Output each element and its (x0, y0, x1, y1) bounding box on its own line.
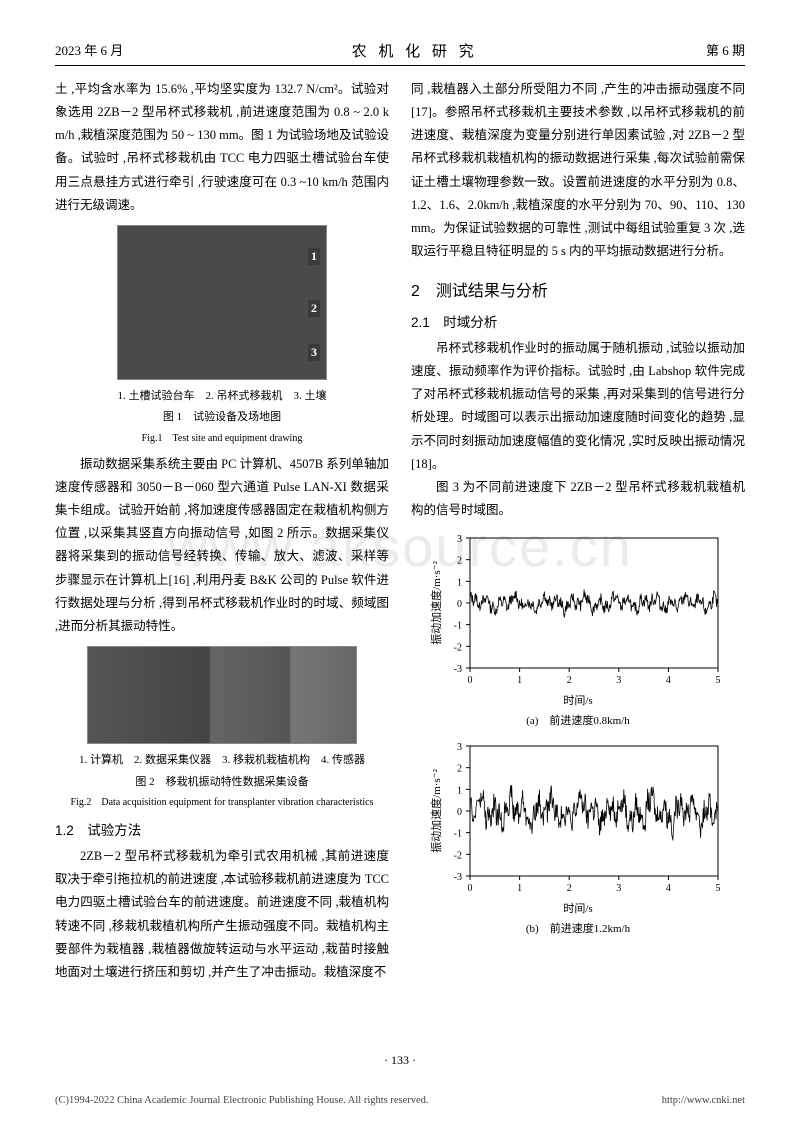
fig1-label-2: 2 (308, 300, 320, 317)
header-issue: 第 6 期 (706, 40, 745, 61)
footer-copyright: (C)1994-2022 China Academic Journal Elec… (55, 1095, 429, 1106)
col2-para3: 图 3 为不同前进速度下 2ZB－2 型吊杯式移栽机栽植机构的信号时域图。 (411, 476, 745, 522)
chart-a-xlabel: 时间/s (411, 692, 745, 708)
section-2-title: 2 测试结果与分析 (411, 277, 745, 301)
svg-text:-3: -3 (454, 872, 462, 883)
svg-text:4: 4 (666, 883, 671, 894)
svg-text:4: 4 (666, 675, 671, 686)
fig1-caption-en: Fig.1 Test site and equipment drawing (55, 431, 389, 447)
col2-para2: 吊杯式移栽机作业时的振动属于随机振动 ,试验以振动加速度、振动频率作为评价指标。… (411, 337, 745, 476)
svg-text:2: 2 (567, 883, 572, 894)
section-1-2-title: 1.2 试验方法 (55, 819, 389, 839)
svg-text:-3: -3 (454, 664, 462, 675)
svg-text:2: 2 (457, 556, 462, 567)
left-column: 土 ,平均含水率为 15.6% ,平均坚实度为 132.7 N/cm²。试验对象… (55, 78, 389, 984)
svg-text:振动加速度/m·s⁻²: 振动加速度/m·s⁻² (429, 768, 443, 852)
svg-text:-1: -1 (454, 829, 462, 840)
fig1-label-1: 1 (308, 248, 320, 265)
svg-text:0: 0 (457, 599, 462, 610)
page-number: · 133 · (384, 1053, 416, 1068)
fig2-caption-en: Fig.2 Data acquisition equipment for tra… (55, 795, 389, 811)
chart-a: -3 -2 -1 0 1 2 3 0 1 2 3 4 5 振动加速度/m·s⁻² (428, 530, 728, 690)
fig2-legend: 1. 计算机 2. 数据采集仪器 3. 移栽机栽植机构 4. 传感器 (55, 752, 389, 770)
col2-para1: 同 ,栽植器入土部分所受阻力不同 ,产生的冲击振动强度不同[17]。参照吊杯式移… (411, 78, 745, 263)
svg-text:3: 3 (457, 742, 462, 753)
chart-b-subtitle: (b) 前进速度1.2km/h (411, 920, 745, 936)
figure-1-image: 1 2 3 (117, 225, 327, 380)
svg-text:2: 2 (457, 764, 462, 775)
chart-a-wrap: -3 -2 -1 0 1 2 3 0 1 2 3 4 5 振动加速度/m·s⁻² 时间/s (a) 前进速… (411, 530, 745, 728)
figure-2: 1. 计算机 2. 数据采集仪器 3. 移栽机栽植机构 4. 传感器 图 2 移… (55, 646, 389, 811)
svg-text:0: 0 (457, 807, 462, 818)
svg-text:1: 1 (517, 675, 522, 686)
svg-text:1: 1 (457, 785, 462, 796)
svg-text:5: 5 (716, 675, 721, 686)
figure-2-image (87, 646, 357, 744)
chart-b-wrap: -3 -2 -1 0 1 2 3 0 1 2 3 4 5 振动加速度/m·s⁻² 时间/s (b) 前进速… (411, 738, 745, 936)
svg-text:3: 3 (616, 675, 621, 686)
footer-url: http://www.cnki.net (662, 1095, 745, 1106)
svg-text:3: 3 (616, 883, 621, 894)
right-column: 同 ,栽植器入土部分所受阻力不同 ,产生的冲击振动强度不同[17]。参照吊杯式移… (411, 78, 745, 984)
fig1-legend: 1. 土槽试验台车 2. 吊杯式移栽机 3. 土壤 (55, 388, 389, 406)
col1-para2: 振动数据采集系统主要由 PC 计算机、4507B 系列单轴加速度传感器和 305… (55, 453, 389, 638)
svg-text:0: 0 (468, 883, 473, 894)
header-date: 2023 年 6 月 (55, 40, 123, 61)
svg-text:1: 1 (517, 883, 522, 894)
chart-a-subtitle: (a) 前进速度0.8km/h (411, 712, 745, 728)
chart-b: -3 -2 -1 0 1 2 3 0 1 2 3 4 5 振动加速度/m·s⁻² (428, 738, 728, 898)
fig1-label-3: 3 (308, 344, 320, 361)
fig2-caption-cn: 图 2 移栽机振动特性数据采集设备 (55, 774, 389, 792)
page-header: 2023 年 6 月 农 机 化 研 究 第 6 期 (55, 40, 745, 66)
figure-1: 1 2 3 1. 土槽试验台车 2. 吊杯式移栽机 3. 土壤 图 1 试验设备… (55, 225, 389, 447)
svg-text:0: 0 (468, 675, 473, 686)
svg-text:1: 1 (457, 577, 462, 588)
fig1-caption-cn: 图 1 试验设备及场地图 (55, 409, 389, 427)
col1-para3: 2ZB－2 型吊杯式移栽机为牵引式农用机械 ,其前进速度取决于牵引拖拉机的前进速… (55, 845, 389, 984)
content-columns: 土 ,平均含水率为 15.6% ,平均坚实度为 132.7 N/cm²。试验对象… (55, 78, 745, 984)
svg-text:2: 2 (567, 675, 572, 686)
page-footer: (C)1994-2022 China Academic Journal Elec… (55, 1095, 745, 1106)
svg-text:振动加速度/m·s⁻²: 振动加速度/m·s⁻² (429, 560, 443, 644)
svg-text:-2: -2 (454, 642, 462, 653)
svg-text:3: 3 (457, 534, 462, 545)
section-2-1-title: 2.1 时域分析 (411, 311, 745, 331)
svg-text:-2: -2 (454, 850, 462, 861)
chart-b-xlabel: 时间/s (411, 900, 745, 916)
col1-para1: 土 ,平均含水率为 15.6% ,平均坚实度为 132.7 N/cm²。试验对象… (55, 78, 389, 217)
header-journal: 农 机 化 研 究 (352, 40, 478, 61)
svg-text:5: 5 (716, 883, 721, 894)
svg-text:-1: -1 (454, 621, 462, 632)
